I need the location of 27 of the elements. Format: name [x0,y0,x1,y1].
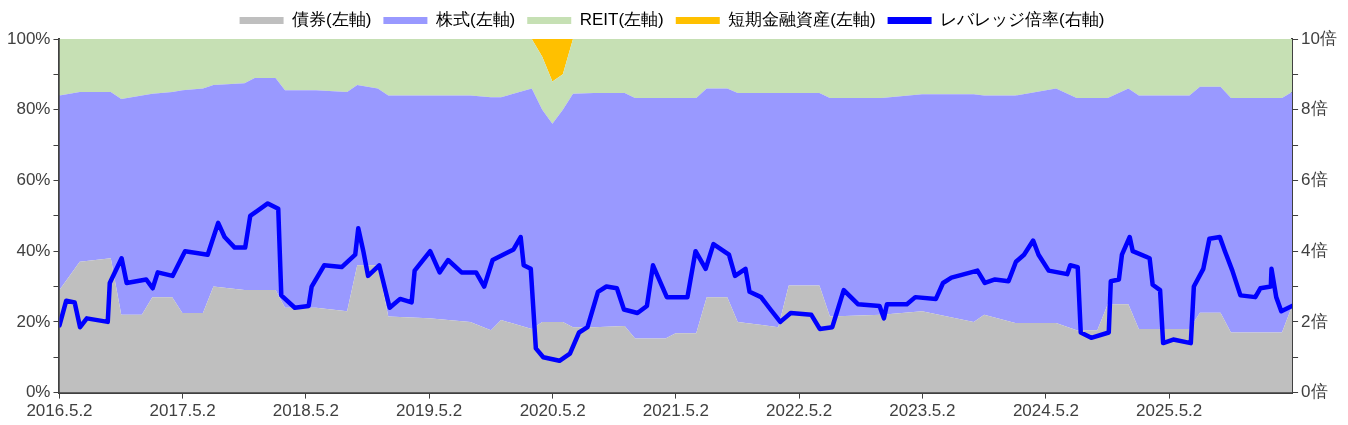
y2-tick-label: 8倍 [1301,99,1328,119]
x-tick-label: 2022.5.2 [766,401,833,421]
x-tick-label: 2020.5.2 [519,401,586,421]
x-tick-label: 2023.5.2 [889,401,956,421]
y-tick-label: 80% [16,99,51,119]
x-tick-label: 2021.5.2 [642,401,710,421]
y-tick-label: 60% [16,170,51,190]
legend-label: レバレッジ倍率(右軸) [940,10,1105,30]
y2-tick-label: 6倍 [1301,170,1328,190]
x-tick-label: 2019.5.2 [396,401,463,421]
x-tick-label: 2024.5.2 [1012,401,1080,421]
legend-label: 短期金融資産(左軸) [728,10,876,30]
y-tick-label: 40% [16,240,51,260]
y-tick-label: 100% [7,28,51,48]
x-tick-label: 2018.5.2 [272,401,340,421]
legend-label: 債券(左軸) [292,10,372,30]
y2-tick-label: 10倍 [1301,28,1338,48]
x-tick-label: 2017.5.2 [149,401,216,421]
y2-tick-label: 0倍 [1301,382,1328,402]
legend-label: 株式(左軸) [434,10,516,30]
legend-label: REIT(左軸) [579,10,664,30]
y-tick-label: 20% [16,311,51,331]
y-tick-label: 0% [25,382,51,402]
y2-tick-label: 4倍 [1301,240,1328,260]
x-tick-label: 2025.5.2 [1136,401,1203,421]
x-tick-label: 2016.5.2 [26,401,93,421]
y2-tick-label: 2倍 [1301,311,1328,331]
